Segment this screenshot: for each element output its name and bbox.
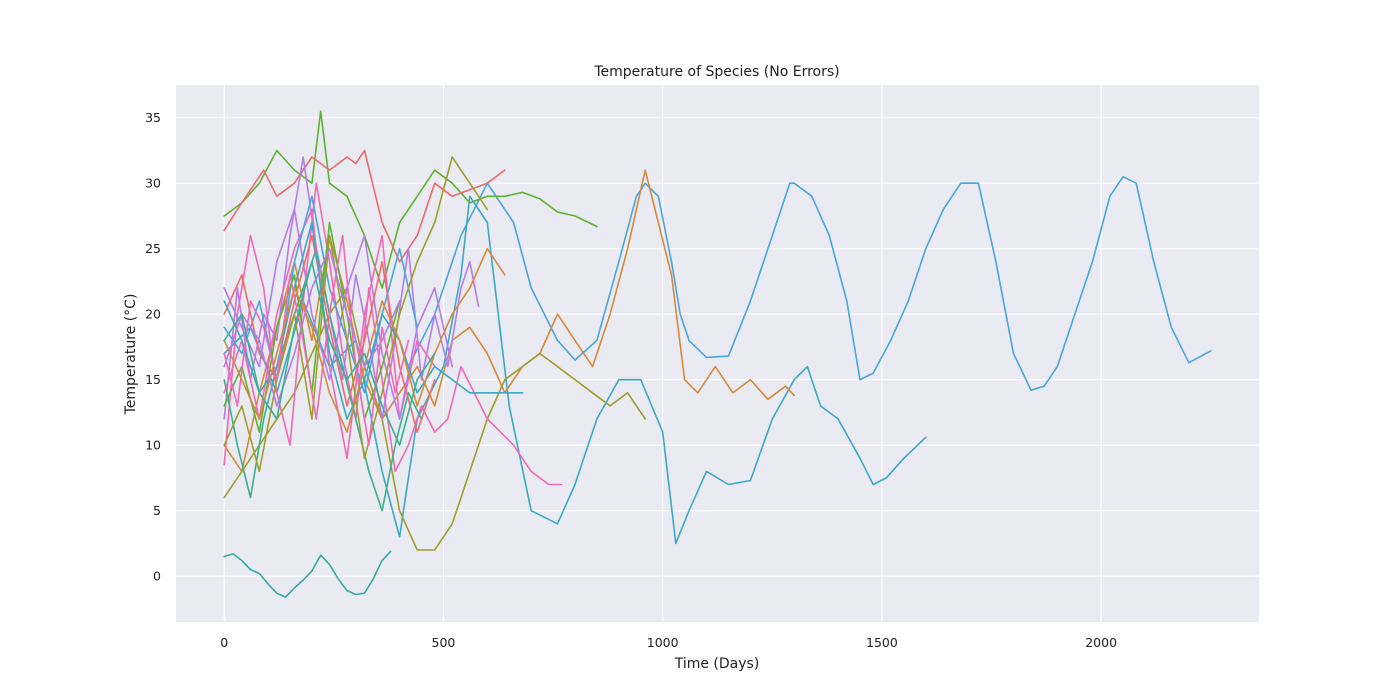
y-tick-label: 10 [145,438,161,453]
y-tick-label: 0 [153,569,161,584]
y-tick-label: 35 [145,110,161,125]
series-group [223,110,1212,598]
plot-area [176,85,1259,622]
series-line-13 [223,195,419,394]
series-line-10 [223,550,392,598]
series-line-18 [223,234,410,447]
series-line-15 [223,234,436,433]
x-tick-label: 2000 [1085,635,1117,650]
x-axis-label: Time (Days) [674,656,760,672]
y-tick-label: 30 [145,176,161,191]
x-tick-label: 500 [432,635,456,650]
series-line-20 [223,247,401,407]
x-tick-label: 0 [220,635,228,650]
y-tick-label: 20 [145,307,161,322]
x-tick-label: 1000 [647,635,679,650]
x-tick-label: 1500 [866,635,898,650]
y-tick-label: 25 [145,241,161,256]
y-tick-label: 15 [145,372,161,387]
series-line-6 [223,149,506,263]
series-line-21 [223,260,436,447]
y-axis-ticks: 0 5 10 15 20 25 30 35 [145,110,161,583]
series-line-5 [223,110,598,289]
series-line-1 [407,175,1212,392]
x-axis-ticks: 0 500 1000 1500 2000 [220,635,1117,650]
series-line-8 [223,156,480,420]
y-tick-label: 5 [153,503,161,518]
series-line-2 [223,195,927,545]
y-axis-label: Temperature (°C) [123,294,139,416]
chart-title: Temperature of Species (No Errors) [593,64,839,80]
